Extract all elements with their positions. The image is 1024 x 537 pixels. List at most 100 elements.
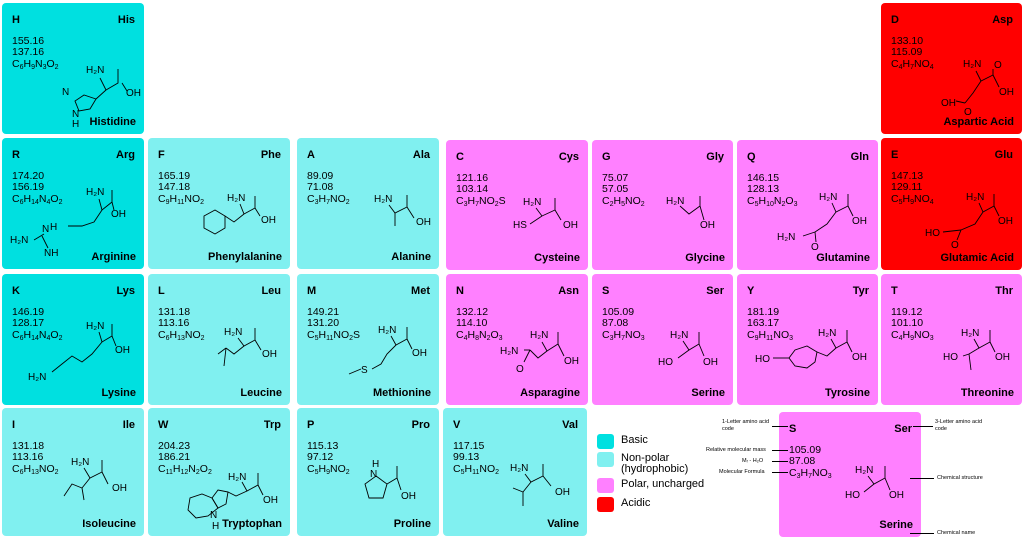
svg-text:S: S: [361, 365, 368, 376]
molecular-formula: C6H14N4O2: [12, 193, 63, 206]
molecular-formula: C4H9NO3: [891, 329, 934, 342]
one-letter-code: A: [307, 149, 315, 161]
svg-text:H₂N: H₂N: [819, 192, 837, 203]
svg-text:H₂N: H₂N: [855, 465, 873, 476]
amino-acid-name: Serine: [691, 387, 725, 399]
one-letter-code: M: [307, 285, 317, 297]
amino-acid-name: Aspartic Acid: [943, 116, 1014, 128]
three-letter-code: Ala: [412, 149, 430, 161]
amino-acid-name: Arginine: [91, 251, 136, 263]
svg-text:H₂N: H₂N: [227, 193, 245, 204]
residue-mass: 131.20: [307, 317, 340, 329]
legend-label: Polar, uncharged: [621, 478, 705, 490]
residue-mass: 137.16: [12, 46, 45, 58]
svg-text:H₂N: H₂N: [966, 192, 984, 203]
residue-mass: 57.05: [602, 183, 629, 195]
svg-text:OH: OH: [261, 215, 276, 226]
structure-glutamic-acid: H₂N OH HO O: [925, 192, 1013, 251]
legend-swatch-nonpolar: [597, 452, 614, 467]
legend-swatch-basic: [597, 434, 614, 449]
one-letter-code: L: [158, 285, 165, 297]
three-letter-code: Lys: [116, 285, 135, 297]
amino-acid-name: Tyrosine: [824, 387, 870, 399]
key-pointer: [910, 478, 934, 479]
key-pointer: [913, 426, 933, 427]
svg-text:N: N: [210, 510, 217, 521]
svg-text:OH: OH: [889, 490, 904, 501]
molecular-mass: 146.19: [12, 306, 45, 318]
amino-acid-name: Histidine: [89, 116, 136, 128]
residue-mass: 128.13: [747, 183, 780, 195]
three-letter-code: Tyr: [852, 285, 869, 297]
molecular-formula: C6H9N3O2: [12, 58, 59, 71]
amino-acid-name: Alanine: [391, 251, 431, 263]
amino-acid-name: Phenylalanine: [208, 251, 282, 263]
svg-text:H₂N: H₂N: [378, 325, 396, 336]
svg-text:N: N: [42, 224, 49, 235]
one-letter-code: F: [158, 149, 165, 161]
structure-phenylalanine: H₂N OH: [203, 193, 276, 235]
structure-proline: H N OH: [364, 459, 416, 502]
structure-glycine: H₂N OH: [666, 196, 715, 231]
key-pointer: [772, 461, 788, 462]
svg-text:H: H: [212, 521, 219, 532]
structure-serine: H₂N OH HO: [658, 330, 718, 368]
svg-text:H₂N: H₂N: [818, 328, 836, 339]
molecular-mass: 117.15: [453, 440, 485, 452]
three-letter-code: Trp: [263, 419, 281, 431]
svg-text:N: N: [62, 87, 69, 98]
residue-mass: 115.09: [891, 46, 923, 58]
legend-swatch-acidic: [597, 497, 614, 512]
residue-mass: 147.18: [158, 181, 191, 193]
molecular-mass: 155.16: [12, 35, 45, 47]
svg-text:OH: OH: [703, 357, 718, 368]
key-note-structure: Chemical structure: [937, 475, 983, 481]
svg-text:O: O: [951, 240, 959, 251]
svg-text:OH: OH: [412, 348, 427, 359]
svg-text:OH: OH: [401, 491, 416, 502]
residue-mass: 87.08: [789, 455, 816, 467]
svg-text:H₂N: H₂N: [777, 232, 795, 243]
svg-text:N: N: [72, 109, 79, 120]
molecular-formula: C3H7NO2: [307, 193, 350, 206]
molecular-mass: 147.13: [891, 170, 924, 182]
card-threonine: T Thr 119.12 101.10 C4H9NO3 H₂N OH HO Th…: [881, 274, 1022, 405]
molecular-formula: C5H10N2O3: [747, 195, 798, 208]
structure-methionine: H₂N OH S: [348, 325, 427, 376]
molecular-mass: 105.09: [602, 306, 635, 318]
key-note-three-letter: 3-Letter amino acid code: [935, 419, 983, 432]
svg-text:OH: OH: [995, 352, 1010, 363]
molecular-formula: C6H13NO2: [12, 463, 59, 476]
svg-text:HO: HO: [925, 228, 940, 239]
molecular-mass: 105.09: [789, 444, 822, 456]
amino-acid-name: Tryptophan: [222, 518, 282, 530]
card-arginine: R Arg 174.20 156.19 C6H14N4O2 H₂N OH H N…: [2, 138, 144, 269]
key-pointer: [772, 426, 788, 427]
amino-acid-name: Cysteine: [534, 252, 580, 264]
molecular-formula: C4H8N2O3: [456, 329, 503, 342]
one-letter-code: G: [602, 151, 611, 163]
residue-mass: 114.10: [456, 317, 488, 329]
card-cysteine: C Cys 121.16 103.14 C3H7NO2S H₂N OH HS C…: [446, 140, 588, 270]
one-letter-code: P: [307, 419, 315, 431]
svg-text:H₂N: H₂N: [86, 321, 104, 332]
molecular-formula: C5H9NO4: [891, 193, 934, 206]
card-glutamine: Q Gln 146.15 128.13 C5H10N2O3 H₂N OH H₂N…: [737, 140, 878, 270]
molecular-mass: 133.10: [891, 35, 924, 47]
key-note-rel-mass: Relative molecular mass: [706, 447, 766, 453]
svg-text:H₂N: H₂N: [71, 457, 89, 468]
structure-isoleucine: H₂N OH: [63, 457, 127, 501]
svg-text:OH: OH: [852, 216, 867, 227]
card-methionine: M Met 149.21 131.20 C5H11NO2S H₂N OH S M…: [297, 274, 439, 405]
molecular-mass: 121.16: [456, 172, 489, 184]
svg-text:H₂N: H₂N: [224, 327, 242, 338]
svg-text:OH: OH: [941, 98, 956, 109]
legend-label: Non-polar: [621, 452, 670, 464]
structure-serine-key: H₂N OH HO: [845, 465, 904, 501]
molecular-formula: C4H7NO4: [891, 58, 934, 71]
card-key-serine: S Ser 105.09 87.08 C3H7NO3 H₂N OH HO Ser…: [779, 412, 921, 537]
svg-text:H₂N: H₂N: [510, 463, 528, 474]
svg-text:H₂N: H₂N: [86, 187, 104, 198]
svg-text:OH: OH: [700, 220, 715, 231]
amino-acid-name: Lysine: [101, 387, 136, 399]
